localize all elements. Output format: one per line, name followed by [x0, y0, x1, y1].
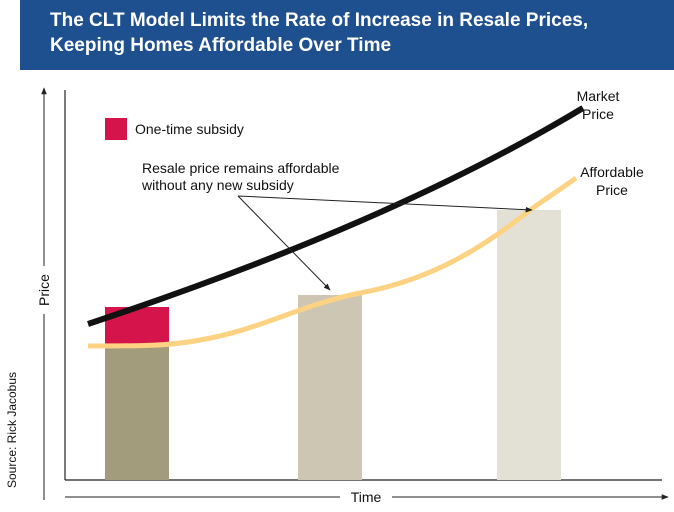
title-line: The CLT Model Limits the Rate of Increas… — [50, 10, 588, 31]
label-bg — [34, 266, 54, 314]
source: Source: Rick Jacobus — [5, 372, 19, 488]
label-bg — [340, 488, 392, 506]
curve-label: Affordable — [580, 164, 644, 180]
bar — [298, 295, 362, 480]
y-axis-label: Price — [36, 274, 52, 306]
title-banner — [20, 0, 674, 70]
curve-label: Price — [582, 106, 614, 122]
annotation-arrow — [237, 195, 331, 291]
annotation-line: Resale price remains affordable — [142, 160, 340, 176]
legend-swatch — [105, 118, 127, 140]
bar — [105, 344, 169, 480]
market-curve — [87, 105, 585, 327]
title-line: Keeping Homes Affordable Over Time — [50, 35, 391, 56]
annotation-arrow — [237, 195, 533, 213]
curve-label: Price — [596, 182, 628, 198]
bar — [497, 210, 561, 480]
x-axis-label: Time — [351, 489, 382, 505]
annotation-line: without any new subsidy — [141, 177, 294, 193]
legend-label: One-time subsidy — [135, 121, 244, 137]
curve-label: Market — [577, 88, 620, 104]
